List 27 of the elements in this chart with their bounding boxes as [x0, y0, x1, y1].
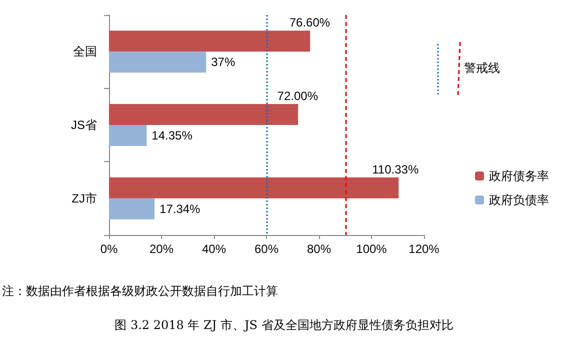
x-tick-label: 120%: [408, 242, 440, 256]
data-label: 72.00%: [277, 89, 318, 103]
y-tick-label: ZJ市: [72, 191, 97, 206]
y-tick-label: JS省: [70, 118, 97, 132]
bar: [109, 198, 155, 220]
data-label: 110.33%: [372, 162, 419, 176]
data-label: 76.60%: [289, 16, 330, 30]
x-tick-label: 0%: [100, 242, 118, 256]
legend-label: 政府债务率: [489, 169, 549, 183]
x-tick-label: 40%: [202, 242, 226, 256]
bar: [109, 104, 298, 125]
bar: [109, 52, 206, 73]
data-label: 14.35%: [152, 128, 193, 142]
text: 警戒线: [464, 60, 500, 77]
text: 图 3.2 2018 年 ZJ 市、JS 省及全国地方政府显性债务负担对比: [114, 317, 454, 334]
x-tick-label: 100%: [356, 242, 388, 256]
y-tick-label: 全国: [73, 44, 97, 59]
x-tick-label: 80%: [306, 242, 332, 256]
x-tick-label: 20%: [149, 242, 174, 256]
legend-label: 政府负债率: [489, 193, 549, 207]
bar: [109, 30, 310, 52]
bar: [109, 125, 147, 146]
text: 注：数据由作者根据各级财政公开数据自行加工计算: [2, 283, 278, 300]
data-label: 17.34%: [160, 202, 201, 216]
data-label: 37%: [211, 55, 236, 70]
bar: [109, 177, 399, 198]
x-tick-label: 60%: [254, 242, 279, 256]
